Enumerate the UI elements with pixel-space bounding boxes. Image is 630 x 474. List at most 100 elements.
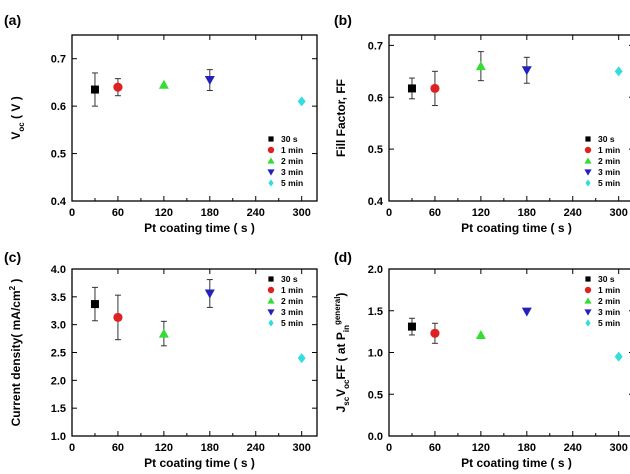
legend-label: 5 min xyxy=(598,178,620,188)
y-tick-label: 0.4 xyxy=(368,196,384,208)
x-tick-label: 60 xyxy=(112,442,124,454)
y-tick-label: 3.0 xyxy=(51,320,66,332)
legend-label: 30 s xyxy=(281,134,298,144)
legend-marker xyxy=(268,276,274,282)
data-point-1-min xyxy=(113,312,123,323)
y-axis-label-part: V xyxy=(9,132,23,140)
legend-marker xyxy=(267,146,275,154)
plot-frame xyxy=(388,34,630,202)
y-axis-label-part: FF ( at P xyxy=(334,332,348,379)
x-axis-label: Pt coating time ( s ) xyxy=(461,221,572,235)
x-tick-label: 0 xyxy=(386,207,392,219)
y-axis-label-part: Fill Factor, FF xyxy=(334,79,348,157)
legend-marker xyxy=(267,157,275,164)
y-tick-label: 0.7 xyxy=(368,40,383,52)
panel-label: (b) xyxy=(334,12,352,28)
data-point-30-s xyxy=(407,84,416,93)
legend-marker xyxy=(584,297,592,304)
y-axis-label-part: Current density( mA/cm xyxy=(9,290,23,426)
y-axis-label-subscript: oc xyxy=(17,122,26,132)
y-tick-label: 1.0 xyxy=(51,431,66,443)
y-tick-label: 2.5 xyxy=(51,348,66,360)
x-tick-label: 0 xyxy=(69,207,75,219)
legend-label: 1 min xyxy=(281,145,303,155)
x-tick-label: 300 xyxy=(610,442,628,454)
x-tick-label: 240 xyxy=(564,207,582,219)
legend-label: 2 min xyxy=(598,156,620,166)
x-tick-label: 0 xyxy=(69,442,75,454)
data-point-2-min xyxy=(475,61,486,71)
x-tick-label: 60 xyxy=(429,442,441,454)
data-point-2-min xyxy=(475,329,486,339)
y-tick-label: 1.5 xyxy=(51,403,66,415)
x-tick-label: 120 xyxy=(472,207,490,219)
data-point-5-min xyxy=(297,96,306,107)
y-axis-label-part: J xyxy=(334,406,348,413)
data-point-30-s xyxy=(90,85,99,94)
legend-label: 1 min xyxy=(598,285,620,295)
data-point-2-min xyxy=(158,79,169,89)
legend-label: 5 min xyxy=(281,318,303,328)
y-tick-label: 2.0 xyxy=(51,375,66,387)
legend-label: 5 min xyxy=(598,318,620,328)
x-tick-label: 180 xyxy=(201,442,219,454)
legend-marker xyxy=(585,319,591,327)
data-point-3-min xyxy=(521,307,532,317)
legend-marker xyxy=(585,276,591,282)
x-axis-label: Pt coating time ( s ) xyxy=(461,456,572,470)
data-point-5-min xyxy=(614,66,623,77)
y-axis-label: Voc ( V ) xyxy=(9,96,26,139)
data-point-1-min xyxy=(430,328,440,338)
y-tick-label: 0.5 xyxy=(368,144,383,156)
legend-label: 30 s xyxy=(598,274,615,284)
y-tick-label: 0.7 xyxy=(51,54,66,66)
chart-panel-c: (c) 0 60 120 180 240 300 1.0 1.5 2.0 2.5 3.0 3.5 4.0 P… xyxy=(4,249,318,470)
legend-marker xyxy=(584,146,592,154)
y-tick-label: 0.0 xyxy=(368,431,383,443)
legend-marker xyxy=(267,309,275,316)
y-tick-label: 0.5 xyxy=(368,389,383,401)
legend-label: 1 min xyxy=(598,145,620,155)
data-point-1-min xyxy=(430,83,440,94)
chart-panel-b: (b) 0 60 120 180 240 300 0.4 0.5 0.6 0.7 Pt coating… xyxy=(334,12,630,235)
x-tick-label: 120 xyxy=(155,442,173,454)
x-tick-label: 240 xyxy=(247,442,265,454)
y-tick-label: 0.6 xyxy=(51,101,66,113)
y-tick-label: 1.0 xyxy=(368,348,383,360)
data-point-3-min xyxy=(521,66,532,76)
y-axis-label-part: V xyxy=(334,389,348,397)
x-tick-label: 300 xyxy=(610,207,628,219)
x-tick-label: 300 xyxy=(293,207,311,219)
x-tick-label: 240 xyxy=(564,442,582,454)
x-tick-label: 60 xyxy=(429,207,441,219)
legend-marker xyxy=(267,169,275,176)
chart-panel-d: (d) 0 60 120 180 240 300 0.0 0.5 1.0 1.5 2.0 Pt coat… xyxy=(333,249,630,470)
x-tick-label: 300 xyxy=(293,442,311,454)
legend-marker xyxy=(585,136,591,142)
legend-label: 1 min xyxy=(281,285,303,295)
plot-frame xyxy=(71,34,318,202)
y-tick-label: 0.5 xyxy=(51,149,66,161)
y-tick-label: 4.0 xyxy=(51,264,66,276)
legend-marker xyxy=(584,309,592,316)
legend-marker xyxy=(585,179,591,187)
y-axis-label: Current density( mA/cm2 ) xyxy=(8,279,23,427)
legend-label: 3 min xyxy=(281,307,303,317)
legend-marker xyxy=(268,179,274,187)
legend-label: 5 min xyxy=(281,178,303,188)
x-tick-label: 120 xyxy=(472,442,490,454)
data-point-30-s xyxy=(90,300,99,309)
legend-label: 3 min xyxy=(281,167,303,177)
data-point-3-min xyxy=(204,289,215,299)
data-point-30-s xyxy=(407,322,416,331)
y-tick-label: 3.5 xyxy=(51,292,66,304)
y-tick-label: 0.4 xyxy=(51,196,67,208)
legend-label: 2 min xyxy=(598,296,620,306)
y-axis-label-part: ( V ) xyxy=(9,96,23,122)
x-tick-label: 180 xyxy=(518,442,536,454)
y-axis-label-superscript: general xyxy=(333,297,342,325)
